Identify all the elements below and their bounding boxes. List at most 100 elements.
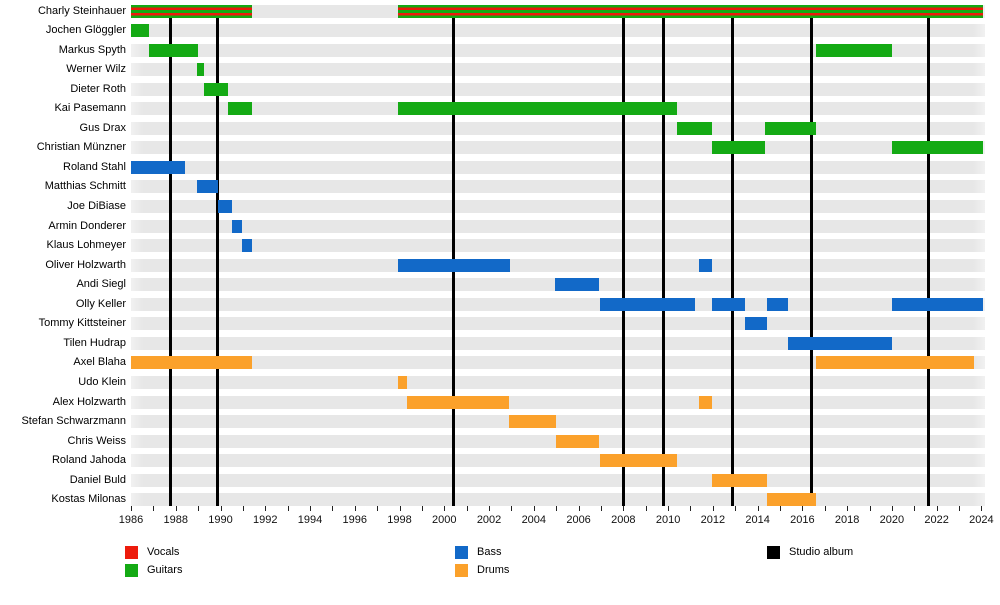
axis-tick	[847, 506, 849, 511]
legend-item-vocals: Vocals	[125, 546, 179, 560]
axis-tick	[556, 506, 558, 511]
axis-tick	[198, 506, 200, 511]
axis-tick-label: 1990	[208, 514, 233, 526]
axis-tick	[802, 506, 804, 511]
member-label: Olly Keller	[75, 297, 126, 310]
axis-tick	[623, 506, 625, 511]
member-label: Alex Holzwarth	[52, 395, 126, 408]
axis-tick	[600, 506, 602, 511]
axis-tick-label: 1988	[163, 514, 188, 526]
tenure-bar	[599, 297, 695, 311]
member-row-band	[131, 121, 985, 135]
member-label: Chris Weiss	[67, 434, 126, 447]
member-label: Roland Stahl	[63, 160, 126, 173]
tenure-bar	[765, 121, 817, 135]
tenure-bar	[242, 239, 253, 253]
member-row-band	[131, 375, 985, 389]
tenure-bar	[508, 415, 557, 429]
tenure-bar	[131, 4, 253, 18]
tenure-bar	[131, 24, 149, 38]
axis-tick	[824, 506, 826, 511]
axis-tick	[533, 506, 535, 511]
studio-album-line	[731, 4, 735, 506]
axis-tick	[936, 506, 938, 511]
axis-tick	[489, 506, 491, 511]
legend-item-studio-album: Studio album	[767, 546, 853, 560]
axis-tick	[399, 506, 401, 511]
axis-tick-label: 1998	[387, 514, 412, 526]
studio-album-line	[927, 4, 931, 506]
member-row-band	[131, 63, 985, 77]
member-row-band	[131, 493, 985, 507]
axis-tick-label: 2004	[521, 514, 547, 526]
member-row-band	[131, 336, 985, 350]
tenure-bar	[398, 4, 983, 18]
member-row-band	[131, 356, 985, 370]
member-label: Kostas Milonas	[51, 493, 126, 506]
tenure-bar	[766, 493, 817, 507]
legend-label-bass: Bass	[477, 546, 502, 558]
axis-tick	[220, 506, 222, 511]
member-row-band	[131, 24, 985, 38]
axis-tick	[735, 506, 737, 511]
member-label: Joe DiBiase	[67, 200, 126, 212]
legend-label-drums: Drums	[477, 564, 510, 576]
member-label: Armin Donderer	[48, 219, 126, 232]
member-label: Jochen Glöggler	[45, 24, 126, 37]
member-label: Udo Klein	[78, 375, 126, 388]
axis-tick-label: 2020	[879, 514, 905, 526]
axis-tick-label: 2014	[745, 514, 770, 526]
legend-item-drums: Drums	[455, 564, 509, 578]
studio-album-line	[452, 4, 456, 506]
tenure-bar	[555, 278, 600, 292]
tenure-bar	[744, 317, 767, 331]
member-row-band	[131, 219, 985, 233]
tenure-bar	[231, 219, 243, 233]
member-label: Dieter Roth	[70, 82, 126, 95]
member-label: Daniel Buld	[69, 473, 126, 486]
axis-tick	[421, 506, 423, 511]
axis-tick	[265, 506, 267, 511]
axis-tick	[757, 506, 759, 511]
tenure-bar	[131, 160, 186, 174]
tenure-bar	[599, 454, 678, 468]
axis-tick	[578, 506, 580, 511]
axis-tick	[712, 506, 714, 511]
tenure-bar	[398, 102, 678, 116]
axis-tick-label: 1992	[253, 514, 278, 526]
member-label: Gus Drax	[79, 121, 126, 134]
member-label: Axel Blaha	[73, 356, 126, 369]
axis-tick	[175, 506, 177, 511]
member-row-band	[131, 200, 985, 213]
tenure-bar	[816, 43, 892, 57]
member-row-band	[131, 473, 985, 487]
tenure-bar	[698, 395, 712, 409]
tenure-bar	[711, 141, 766, 155]
axis-tick	[242, 506, 244, 511]
tenure-bar	[398, 258, 510, 272]
axis-tick-label: 1994	[297, 514, 323, 526]
member-label: Oliver Holzwarth	[45, 258, 126, 271]
tenure-bar	[131, 356, 253, 370]
member-row-band	[131, 415, 985, 429]
studio-album-line	[216, 4, 220, 506]
axis-tick-label: 2018	[834, 514, 860, 526]
tenure-bar	[766, 297, 789, 311]
member-row-band	[131, 297, 985, 311]
member-label: Christian Münzner	[36, 141, 126, 154]
tenure-bar	[197, 63, 205, 77]
tenure-bar	[555, 434, 599, 448]
tenure-bar	[398, 375, 407, 389]
axis-tick-label: 2024	[969, 514, 994, 526]
member-label: Kai Pasemann	[54, 102, 126, 115]
axis-tick-label: 2008	[611, 514, 636, 526]
tenure-bar	[148, 43, 199, 57]
member-label: Tommy Kittsteiner	[38, 317, 126, 330]
axis-tick	[981, 506, 983, 511]
member-label: Charly Steinhauer	[37, 4, 126, 17]
legend-label-vocals: Vocals	[147, 546, 180, 558]
member-row-band	[131, 239, 985, 253]
axis-tick-label: 2002	[476, 514, 502, 526]
studio-album-line	[169, 4, 173, 506]
axis-tick	[377, 506, 379, 511]
